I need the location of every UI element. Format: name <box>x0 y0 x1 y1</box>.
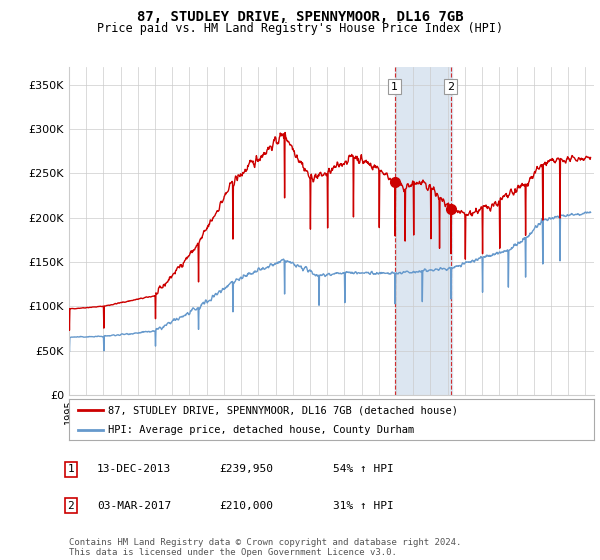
Text: 87, STUDLEY DRIVE, SPENNYMOOR, DL16 7GB: 87, STUDLEY DRIVE, SPENNYMOOR, DL16 7GB <box>137 10 463 24</box>
Text: £210,000: £210,000 <box>219 501 273 511</box>
Text: 87, STUDLEY DRIVE, SPENNYMOOR, DL16 7GB (detached house): 87, STUDLEY DRIVE, SPENNYMOOR, DL16 7GB … <box>109 405 458 415</box>
Text: HPI: Average price, detached house, County Durham: HPI: Average price, detached house, Coun… <box>109 424 415 435</box>
Text: Contains HM Land Registry data © Crown copyright and database right 2024.
This d: Contains HM Land Registry data © Crown c… <box>69 538 461 557</box>
Text: 31% ↑ HPI: 31% ↑ HPI <box>333 501 394 511</box>
Text: 03-MAR-2017: 03-MAR-2017 <box>97 501 172 511</box>
Text: 1: 1 <box>67 464 74 474</box>
Bar <box>395 67 452 395</box>
Text: 1: 1 <box>391 82 398 92</box>
Text: 54% ↑ HPI: 54% ↑ HPI <box>333 464 394 474</box>
Text: Price paid vs. HM Land Registry's House Price Index (HPI): Price paid vs. HM Land Registry's House … <box>97 22 503 35</box>
Text: £239,950: £239,950 <box>219 464 273 474</box>
Text: 13-DEC-2013: 13-DEC-2013 <box>97 464 172 474</box>
Text: 2: 2 <box>67 501 74 511</box>
Text: 2: 2 <box>447 82 454 92</box>
